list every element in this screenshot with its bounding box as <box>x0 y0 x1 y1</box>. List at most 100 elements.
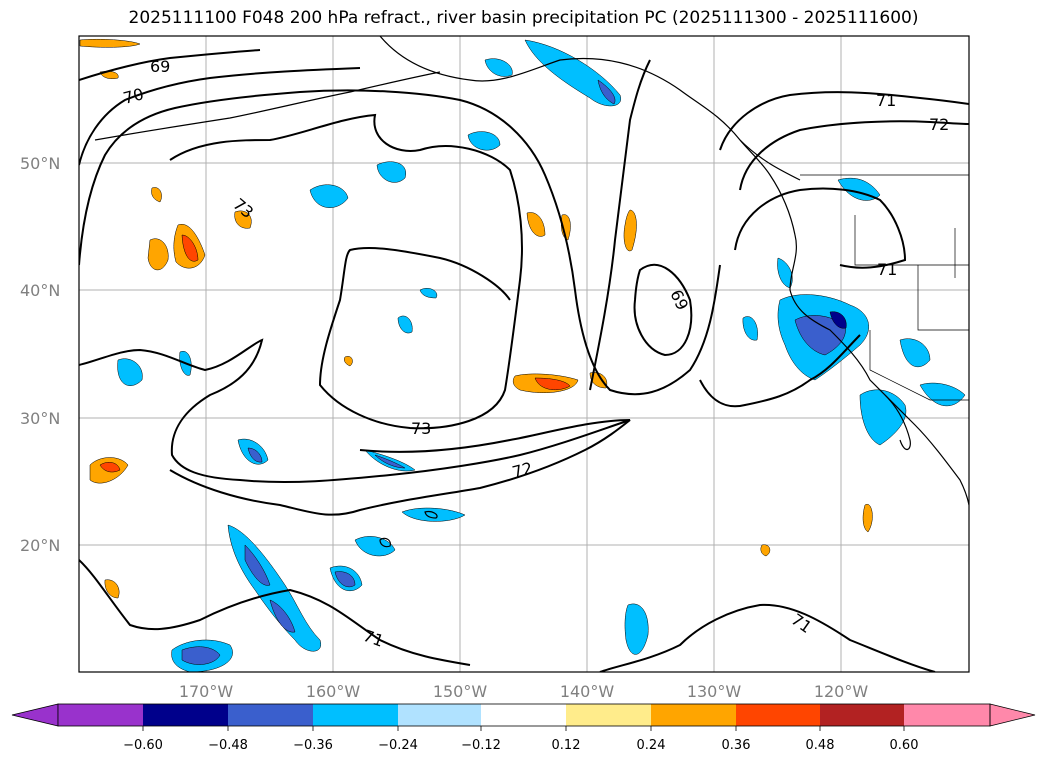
island-hawaii <box>424 510 438 519</box>
lon-label-140: 140°W <box>560 682 615 701</box>
precip-positive-area <box>343 356 353 367</box>
precip-negative-area <box>624 603 649 655</box>
lat-label-20: 20°N <box>20 536 60 555</box>
border-state <box>869 330 969 401</box>
precip-positive-area <box>234 210 252 229</box>
colorbar-frame <box>57 703 991 727</box>
coastline-baja <box>884 394 911 450</box>
colorbar-tick-label: −0.12 <box>461 738 501 753</box>
contour-73 <box>79 89 721 396</box>
precip-negative-area <box>484 58 513 77</box>
contour-label: 71 <box>876 91 896 110</box>
colorbar-tick-label: 0.60 <box>890 738 919 753</box>
precip-positive-area <box>561 214 571 241</box>
plot-frame <box>78 35 970 673</box>
precip-positive-area <box>862 503 873 533</box>
colorbar-segment <box>143 704 228 726</box>
precip-negative-area <box>829 311 847 329</box>
colorbar-segment <box>904 704 990 726</box>
lon-label-130: 130°W <box>687 682 742 701</box>
lon-label-120: 120°W <box>814 682 869 701</box>
contour-72-mid <box>169 419 631 516</box>
contour-label: 70 <box>121 84 146 108</box>
precip-positive-area <box>181 234 199 262</box>
graticule <box>79 36 969 672</box>
precip-negative-area <box>401 507 466 522</box>
lat-label-30: 30°N <box>20 409 60 428</box>
precip-negative-area <box>899 338 931 368</box>
precip-negative-area <box>309 184 349 208</box>
chart-title: 2025111100 F048 200 hPa refract., river … <box>128 8 919 28</box>
contour-69-east <box>633 263 693 357</box>
precip-positive-area <box>104 579 120 599</box>
contour-73-right <box>699 334 861 408</box>
longitude-labels: 170°W 160°W 150°W 140°W 130°W 120°W <box>179 682 869 701</box>
precip-negative-area <box>247 447 263 463</box>
precip-positive-area <box>526 212 546 237</box>
island-hawaii <box>379 537 391 548</box>
precip-positive-area <box>151 187 162 203</box>
coastline-west-coast <box>739 139 969 506</box>
colorbar-segment <box>398 704 481 726</box>
colorbar-tick-label: 0.12 <box>552 738 581 753</box>
border-state <box>917 265 969 331</box>
precip-positive-area <box>79 38 141 48</box>
contour-71-south <box>599 603 936 672</box>
precip-positive-area <box>147 238 169 271</box>
colorbar-segment <box>228 704 313 726</box>
lon-label-160: 160°W <box>306 682 361 701</box>
precip-negative-area <box>859 389 907 446</box>
contour-73-inner <box>169 113 523 430</box>
colorbar-segment <box>651 704 736 726</box>
precip-negative-area <box>467 131 501 151</box>
colorbar-tick-label: 0.24 <box>637 738 666 753</box>
precip-negative-area <box>354 536 396 557</box>
precip-negative-area <box>742 316 758 341</box>
colorbar: −0.60 −0.48 −0.36 −0.24 −0.12 0.12 0.24 … <box>11 703 1036 753</box>
precip-negative-area <box>376 161 407 183</box>
contour-70 <box>79 67 361 166</box>
refractivity-contours <box>79 49 969 672</box>
colorbar-tick-label: −0.36 <box>293 738 333 753</box>
colorbar-extend-low <box>11 703 59 727</box>
contour-label: 72 <box>510 458 535 482</box>
colorbar-tick-label: −0.24 <box>378 738 418 753</box>
contour-71-east <box>719 91 969 151</box>
precip-negative-area <box>334 571 356 588</box>
precip-negative-area <box>524 39 622 107</box>
lon-label-170: 170°W <box>179 682 234 701</box>
colorbar-tick-label: 0.48 <box>806 738 835 753</box>
borders <box>800 174 969 401</box>
colorbar-tick-label: 0.36 <box>722 738 751 753</box>
precip-positive-area <box>99 462 121 473</box>
precip-negative-area <box>597 79 616 105</box>
border-state <box>854 215 969 266</box>
contour-71-ca <box>734 187 907 269</box>
contour-label: 71 <box>877 260 897 279</box>
precip-negative-area <box>269 599 296 633</box>
lat-label-50: 50°N <box>20 154 60 173</box>
contour-72-left <box>589 59 651 391</box>
colorbar-segment <box>736 704 820 726</box>
contour-label: 73 <box>411 419 431 438</box>
precip-negative-area <box>397 315 413 334</box>
colorbar-ticks <box>142 726 905 731</box>
contour-label: 72 <box>929 115 949 134</box>
coastline-aleutians <box>94 71 441 141</box>
contour-label: 69 <box>150 57 170 76</box>
lat-label-40: 40°N <box>20 281 60 300</box>
colorbar-extend-high <box>989 703 1036 727</box>
latitude-labels: 50°N 40°N 30°N 20°N <box>20 154 60 555</box>
lon-label-150: 150°W <box>433 682 488 701</box>
precip-negative-area <box>244 544 271 586</box>
precip-shading <box>79 38 966 672</box>
precip-negative-area <box>374 454 406 469</box>
colorbar-segment <box>820 704 904 726</box>
precip-negative-area <box>794 315 846 356</box>
precip-positive-area <box>534 377 571 391</box>
contour-72-east <box>739 120 969 191</box>
colorbar-segment <box>481 704 566 726</box>
colorbar-segment <box>313 704 398 726</box>
precip-positive-area <box>623 209 637 252</box>
